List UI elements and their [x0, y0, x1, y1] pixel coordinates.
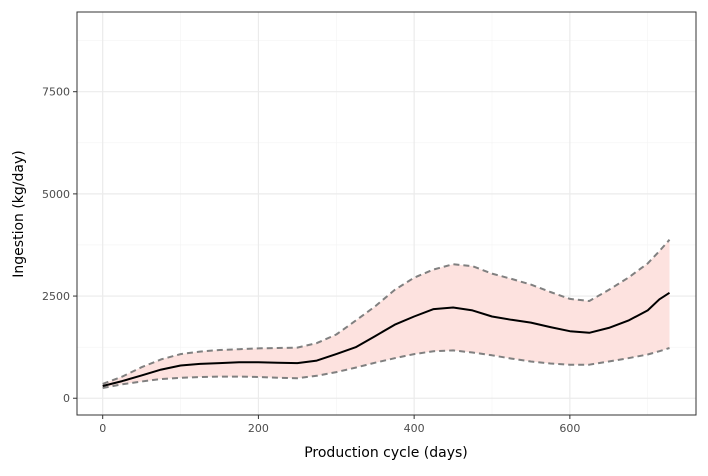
upper-bound-line — [102, 239, 671, 385]
x-axis-title: Production cycle (days) — [304, 445, 468, 461]
y-axis-title: Ingestion (kg/day) — [11, 150, 27, 277]
axes: 0 200 400 600 0 2500 5000 7500 — [42, 86, 580, 435]
x-tick-label: 200 — [248, 422, 269, 435]
lower-bound-line — [102, 347, 670, 389]
data-layer — [102, 239, 671, 389]
y-tick-label: 2500 — [42, 290, 70, 303]
y-tick-label: 7500 — [42, 86, 70, 99]
y-tick-label: 5000 — [42, 188, 70, 201]
median-line — [102, 291, 671, 387]
x-tick-label: 600 — [559, 422, 580, 435]
y-tick-label: 0 — [63, 392, 70, 405]
x-tick-label: 0 — [99, 422, 106, 435]
confidence-ribbon — [102, 239, 670, 388]
panel-border — [76, 11, 697, 416]
x-tick-label: 400 — [404, 422, 425, 435]
